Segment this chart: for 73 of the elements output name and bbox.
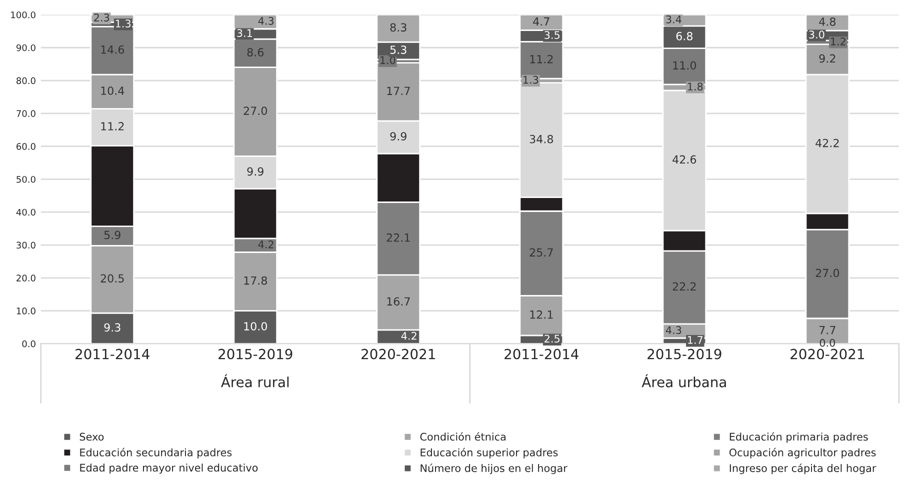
y-tick-label: 60.0 <box>16 143 36 150</box>
data-label: 2.3 <box>94 14 110 22</box>
data-label: 11.2 <box>530 54 553 64</box>
data-label: 8.6 <box>247 48 264 56</box>
data-label: 1.3 <box>116 20 131 28</box>
data-label: 27.0 <box>816 268 840 278</box>
x-tick-label: 2020-2021 <box>790 348 864 360</box>
data-label: 17.7 <box>387 86 410 95</box>
legend-label: Condición étnica <box>420 432 506 441</box>
data-label: 0.0 <box>820 338 836 347</box>
data-label: 8.3 <box>390 23 406 32</box>
data-label: 11.2 <box>101 122 124 130</box>
data-label: 3.5 <box>544 31 560 39</box>
y-tick-label: 40.0 <box>16 208 36 216</box>
legend-label: Edad padre mayor nivel educativo <box>80 464 258 474</box>
data-label: 42.6 <box>672 155 696 164</box>
text: Área rural <box>221 374 289 388</box>
data-label: 22.2 <box>672 282 696 291</box>
data-label: 4.3 <box>258 16 274 25</box>
data-label: 42.2 <box>816 138 839 148</box>
data-label: 17.8 <box>244 276 267 285</box>
y-tick-label: 70.0 <box>16 110 36 117</box>
x-tick-label: 2015-2019 <box>218 348 292 360</box>
data-label: 6.8 <box>676 32 692 40</box>
data-label: 25.7 <box>530 248 553 257</box>
y-tick-label: 20.0 <box>16 274 36 282</box>
data-label: 4.2 <box>401 332 416 340</box>
y-tick-label: 30.0 <box>16 242 36 249</box>
data-label: 1.8 <box>688 82 703 90</box>
x-tick-label: 2011-2014 <box>504 348 578 360</box>
data-label: 3.4 <box>666 15 682 24</box>
data-label: 9.3 <box>104 323 120 332</box>
data-label: 4.3 <box>666 326 682 334</box>
legend-label: Número de hijos en el hogar <box>420 464 568 474</box>
data-label: 14.6 <box>101 45 124 54</box>
data-label: 7.7 <box>819 326 836 334</box>
x-tick-label: 2015-2019 <box>648 348 722 360</box>
y-tick-label: 0.0 <box>22 340 36 348</box>
y-tick-label: 10.0 <box>16 308 36 314</box>
legend-label: Sexo <box>80 432 104 441</box>
y-tick-label: 90.0 <box>16 44 36 52</box>
data-label: 20.5 <box>100 274 124 283</box>
data-label: 5.9 <box>104 230 120 240</box>
data-label: 9.2 <box>819 54 836 63</box>
legend-label: Educación superior padres <box>420 448 558 458</box>
data-label: 10.4 <box>101 86 124 95</box>
x-tick-label: 2011-2014 <box>76 348 150 360</box>
data-label: 16.7 <box>387 297 410 306</box>
legend-label: Educación secundaria padres <box>80 448 232 458</box>
text: Área urbana <box>642 374 726 388</box>
data-label: 1.2 <box>831 38 846 46</box>
legend-label: Ocupación agricultor padres <box>729 448 876 458</box>
legend-label: Educación primaria padres <box>730 432 868 443</box>
data-label: 3.0 <box>809 30 824 38</box>
data-label: 5.3 <box>390 46 406 54</box>
data-label: 34.8 <box>530 134 554 144</box>
data-label: 9.9 <box>390 132 406 140</box>
data-label: 3.1 <box>237 29 252 37</box>
data-label: 10.0 <box>244 322 268 330</box>
data-label: 4.2 <box>258 240 274 248</box>
data-label: 4.8 <box>819 17 836 26</box>
data-label: 4.7 <box>533 17 550 26</box>
data-label: 27.0 <box>244 106 268 115</box>
data-label: 11.0 <box>673 61 696 70</box>
y-tick-label: 50.0 <box>16 176 36 183</box>
y-tick-label: 100.0 <box>11 11 36 18</box>
data-label: 12.1 <box>530 310 553 319</box>
data-label: 9.9 <box>247 167 264 176</box>
legend-label: Ingreso per cápita del hogar <box>730 464 876 474</box>
x-tick-label: 2020-2021 <box>362 348 435 360</box>
data-label: 22.1 <box>386 233 410 242</box>
data-label: 2.5 <box>544 334 560 343</box>
y-tick-label: 80.0 <box>16 77 36 84</box>
